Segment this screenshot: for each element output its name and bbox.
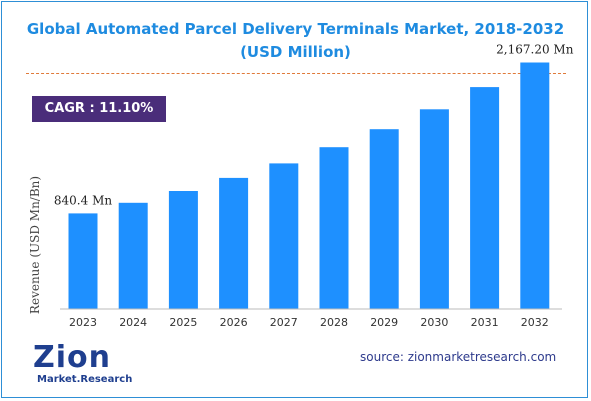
- chart-title-line1: Global Automated Parcel Delivery Termina…: [26, 20, 565, 38]
- x-tick-2025: 2025: [169, 316, 197, 329]
- x-tick-2028: 2028: [320, 316, 348, 329]
- bar-2029: [369, 129, 399, 309]
- data-label-2023: 840.4 Mn: [54, 193, 112, 207]
- logo-main-text: Zion: [33, 340, 112, 375]
- bar-2032: [520, 62, 550, 309]
- x-tick-2027: 2027: [270, 316, 298, 329]
- x-tick-labels: 2023 2024 2025 2026 2027 2028 2029 2030 2031 2032: [69, 316, 549, 329]
- x-tick-2024: 2024: [119, 316, 147, 329]
- x-tick-2032: 2032: [521, 316, 549, 329]
- logo-sub-text: Market.Research: [37, 374, 133, 385]
- chart-title-line2: (USD Million): [240, 43, 351, 61]
- x-tick-2031: 2031: [471, 316, 499, 329]
- chart-title: Global Automated Parcel Delivery Termina…: [0, 18, 591, 64]
- x-tick-2023: 2023: [69, 316, 97, 329]
- title-divider: [26, 73, 566, 74]
- x-tick-2026: 2026: [220, 316, 248, 329]
- bar-2023: [68, 213, 98, 309]
- bar-2028: [319, 147, 349, 309]
- x-tick-2029: 2029: [370, 316, 398, 329]
- zion-logo: Zion Market.Research: [33, 340, 143, 390]
- bar-2027: [269, 163, 299, 309]
- data-label-2032: 2,167.20 Mn: [496, 43, 574, 57]
- x-tick-2030: 2030: [420, 316, 448, 329]
- bar-2025: [168, 191, 198, 309]
- bar-2030: [419, 109, 449, 309]
- data-labels: 840.4 Mn 2,167.20 Mn: [54, 43, 574, 208]
- bars-group: [68, 62, 550, 309]
- y-axis-label: Revenue (USD Mn/Bn): [28, 176, 42, 314]
- bar-2024: [118, 202, 148, 309]
- cagr-badge: CAGR : 11.10%: [32, 96, 166, 122]
- bar-2026: [219, 177, 249, 309]
- bar-2031: [470, 87, 500, 309]
- source-text: source: zionmarketresearch.com: [360, 350, 557, 364]
